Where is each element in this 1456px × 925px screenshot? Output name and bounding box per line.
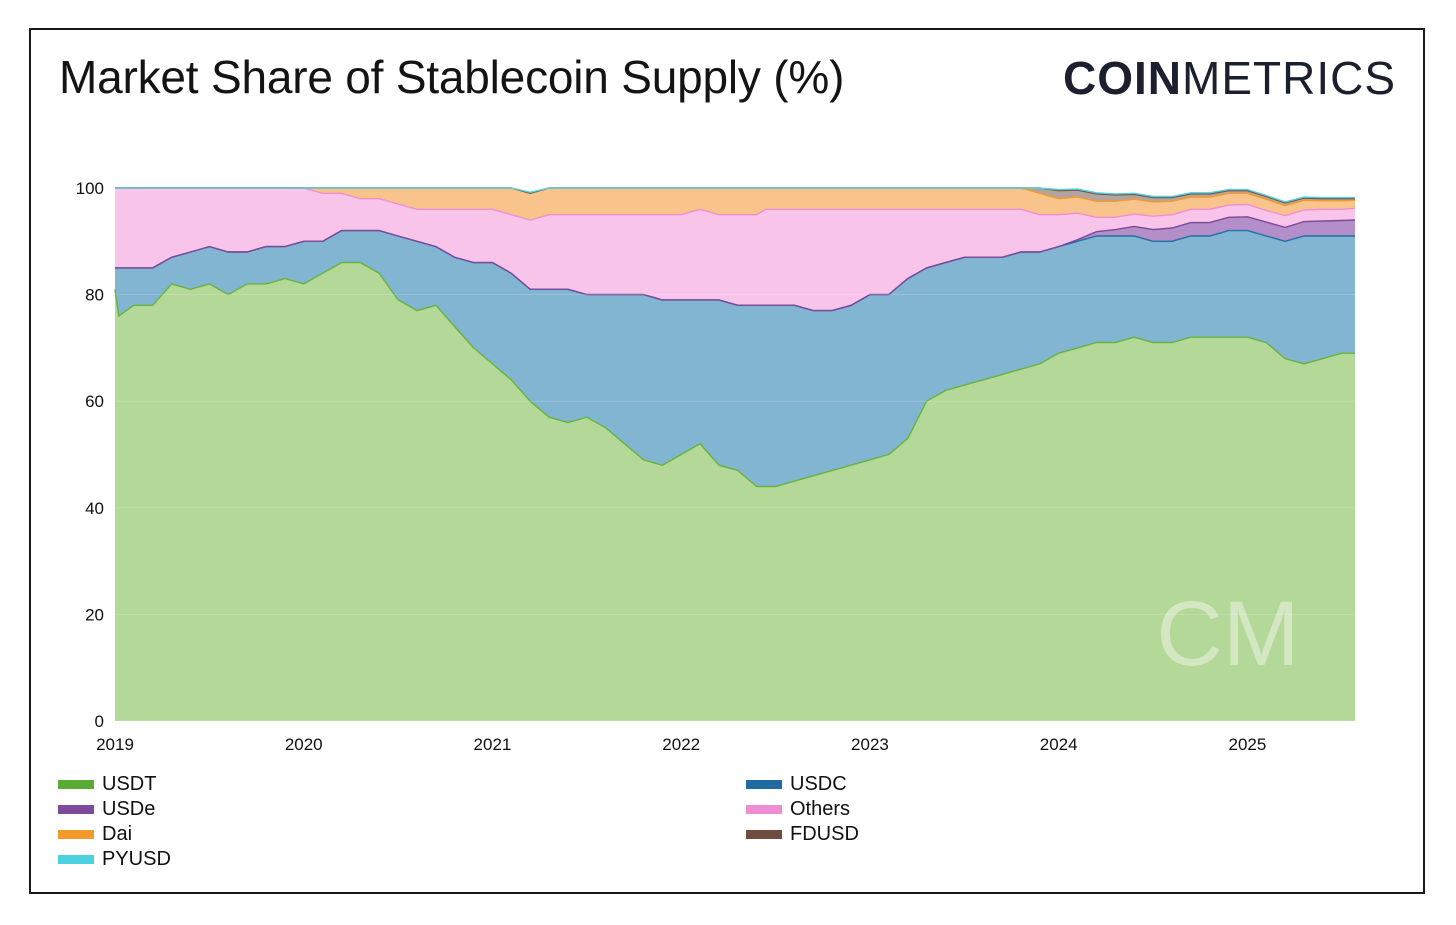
- series-lines: [114, 187, 1356, 488]
- y-tick-label: 20: [85, 605, 104, 624]
- legend-item-pyusd: PYUSD: [58, 847, 171, 871]
- y-tick-label: 100: [76, 179, 104, 198]
- x-tick-label: 2019: [96, 735, 134, 754]
- legend-swatch: [58, 854, 94, 864]
- legend-swatch: [746, 779, 782, 789]
- area-layers: [115, 188, 1355, 721]
- legend-item-others: Others: [746, 797, 850, 821]
- area-usdc: [115, 230, 1355, 487]
- x-tick-label: 2024: [1040, 735, 1078, 754]
- y-axis: 0 20 40 60 80 100: [76, 179, 1355, 731]
- area-dai: [115, 188, 1355, 220]
- line-pyusd: [115, 187, 1355, 203]
- legend-label: USDC: [790, 772, 847, 795]
- legend-swatch: [746, 804, 782, 814]
- y-tick-label: 40: [85, 499, 104, 518]
- coinmetrics-logo: COINMETRICS: [1063, 51, 1396, 105]
- chart-title: Market Share of Stablecoin Supply (%): [59, 51, 845, 103]
- legend-label: FDUSD: [790, 822, 859, 845]
- legend-label: USDe: [102, 797, 156, 820]
- legend-item-usdc: USDC: [746, 772, 847, 796]
- x-tick-label: 2020: [285, 735, 323, 754]
- area-others: [115, 188, 1355, 311]
- legend-item-usdt: USDT: [58, 772, 156, 796]
- y-tick-label: 0: [95, 712, 104, 731]
- legend: USDT USDC USDe Others Dai FDUSD PYUSD: [58, 772, 1158, 872]
- x-tick-label: 2021: [474, 735, 512, 754]
- legend-swatch: [746, 829, 782, 839]
- legend-swatch: [58, 779, 94, 789]
- legend-label: Others: [790, 797, 851, 820]
- logo-bold-part: COIN: [1063, 52, 1182, 104]
- x-tick-label: 2023: [851, 735, 889, 754]
- legend-swatch: [58, 829, 94, 839]
- line-usdt: [114, 261, 1355, 488]
- watermark-text: CM: [1156, 583, 1299, 685]
- y-tick-label: 60: [85, 392, 104, 411]
- line-usde: [115, 216, 1356, 312]
- y-tick-label: 80: [85, 286, 104, 305]
- logo-light-part: METRICS: [1182, 52, 1396, 104]
- area-usdt: [115, 262, 1355, 721]
- x-tick-label: 2025: [1229, 735, 1267, 754]
- x-tick-label: 2022: [662, 735, 700, 754]
- legend-swatch: [58, 804, 94, 814]
- legend-item-usde: USDe: [58, 797, 155, 821]
- legend-item-fdusd: FDUSD: [746, 822, 859, 846]
- legend-label: PYUSD: [102, 847, 171, 870]
- line-others: [115, 187, 1356, 221]
- legend-label: Dai: [102, 822, 133, 845]
- cm-watermark: CM: [1156, 583, 1299, 685]
- legend-item-dai: Dai: [58, 822, 132, 846]
- area-usde: [115, 216, 1355, 311]
- legend-label: USDT: [102, 772, 157, 795]
- x-axis: 2019 2020 2021 2022 2023 2024 2025: [96, 735, 1266, 754]
- area-fdusd: [115, 188, 1355, 206]
